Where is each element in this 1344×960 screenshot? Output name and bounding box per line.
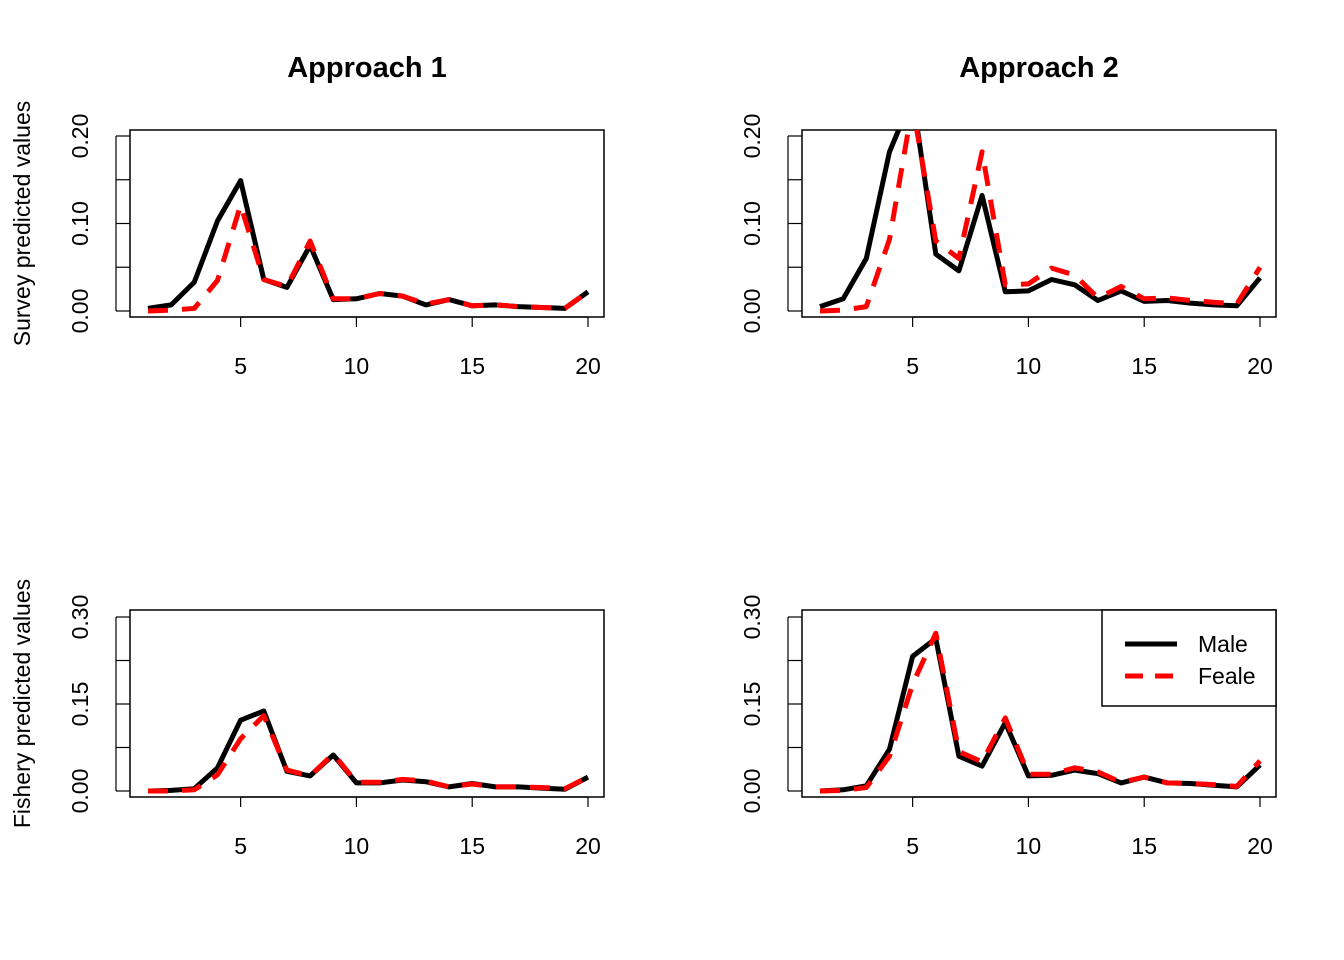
legend-label: Feale	[1198, 663, 1256, 689]
y-tick-label: 0.10	[739, 201, 765, 246]
y-tick-label: 0.00	[67, 289, 93, 334]
y-tick-label: 0.20	[739, 114, 765, 159]
x-tick-label: 10	[344, 353, 370, 379]
y-tick-label: 0.20	[67, 114, 93, 159]
y-tick-label: 0.00	[739, 769, 765, 814]
y-tick-label: 0.00	[739, 289, 765, 334]
y-tick-label: 0.30	[67, 595, 93, 640]
panel-top-right: Approach 2 5 10 15 20 0.00 0.10 0.20	[739, 52, 1277, 379]
panel-title: Approach 2	[959, 52, 1119, 84]
y-tick-label: 0.15	[67, 682, 93, 727]
y-axis-label: Survey predicted values	[9, 101, 35, 346]
x-tick-label: 5	[234, 833, 247, 859]
series-line-male	[819, 130, 1262, 309]
plot-frame	[129, 609, 605, 798]
y-tick-label: 0.15	[739, 682, 765, 727]
y-tick-label: 0.00	[67, 769, 93, 814]
x-tick-label: 15	[459, 833, 485, 859]
series-line-female	[147, 202, 590, 314]
y-axis-label: Fishery predicted values	[9, 579, 35, 828]
series-line-female	[819, 130, 1263, 314]
x-tick-label: 15	[459, 353, 485, 379]
x-tick-label: 20	[1247, 353, 1273, 379]
x-tick-label: 15	[1131, 353, 1157, 379]
y-tick-label: 0.10	[67, 201, 93, 246]
x-tick-label: 15	[1131, 833, 1157, 859]
series-line-male	[147, 178, 590, 311]
x-tick-label: 10	[1016, 833, 1042, 859]
panel-top-left: Approach 1 Survey predicted values 5 10 15 20…	[9, 52, 605, 379]
legend-box	[1101, 609, 1277, 707]
x-tick-label: 20	[575, 353, 601, 379]
legend: Male Feale	[1101, 609, 1277, 707]
panel-bottom-right: 5 10 15 20 0.00 0.15 0.30 Male Feale	[739, 595, 1277, 859]
x-tick-label: 20	[1247, 833, 1273, 859]
x-tick-label: 20	[575, 833, 601, 859]
x-tick-label: 5	[906, 833, 919, 859]
panel-bottom-left: Fishery predicted values 5 10 15 20 0.00 0.15 0…	[9, 579, 605, 859]
x-tick-label: 5	[906, 353, 919, 379]
series-line-female	[819, 630, 1262, 794]
y-tick-label: 0.30	[739, 595, 765, 640]
plot-frame	[129, 129, 605, 318]
x-tick-label: 10	[344, 833, 370, 859]
x-tick-label: 5	[234, 353, 247, 379]
legend-label: Male	[1198, 631, 1248, 657]
x-tick-label: 10	[1016, 353, 1042, 379]
series-line-female	[148, 713, 590, 794]
panel-title: Approach 1	[287, 52, 447, 84]
